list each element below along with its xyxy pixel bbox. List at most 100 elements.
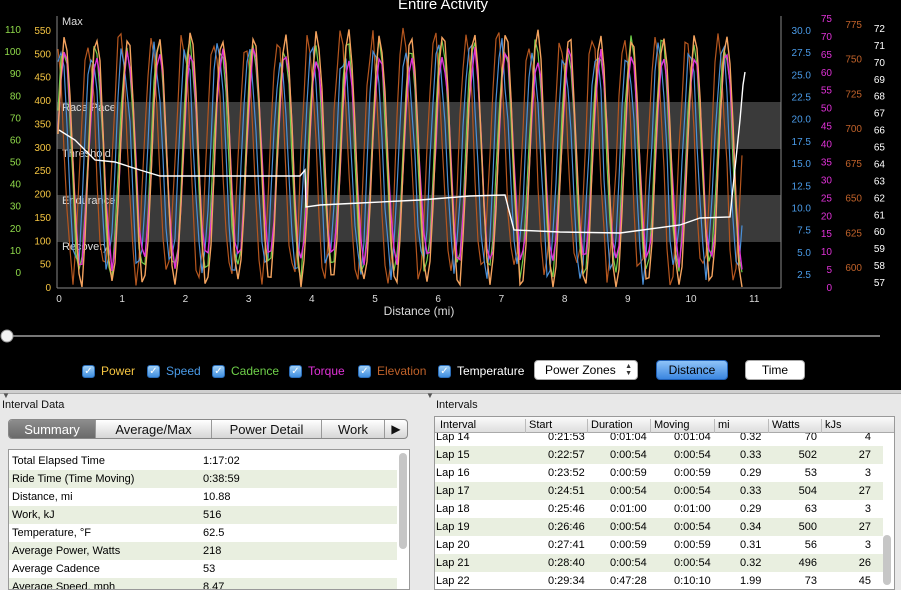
cadence-axis-tick: 40 [10, 180, 22, 191]
column-header[interactable]: Interval [440, 419, 477, 431]
summary-row: Total Elapsed Time 1:17:02 [9, 452, 397, 470]
torque-axis-tick: 5 [826, 265, 832, 276]
tab-power-detail[interactable]: Power Detail [212, 420, 322, 438]
cadence-axis-tick: 90 [10, 69, 22, 80]
torque-axis-tick: 25 [821, 193, 833, 204]
interval-row[interactable]: Lap 19 0:26:46 0:00:54 0:00:54 0.34 500 27 [435, 518, 883, 536]
column-header[interactable]: mi [714, 419, 730, 433]
interval-row[interactable]: Lap 16 0:23:52 0:00:59 0:00:59 0.29 53 3 [435, 464, 883, 482]
interval-cell: 27 [858, 521, 871, 533]
legend-item-speed[interactable]: ✓ Speed [147, 362, 201, 380]
checkbox-icon[interactable]: ✓ [289, 364, 302, 378]
temperature-axis-tick: 65 [874, 143, 886, 154]
torque-axis-tick: 70 [821, 32, 833, 43]
x-tick-label: 2 [183, 294, 189, 305]
legend-item-temperature[interactable]: ✓ Temperature [438, 362, 524, 380]
x-tick-label: 7 [499, 294, 505, 305]
interval-row[interactable]: Lap 20 0:27:41 0:00:59 0:00:59 0.31 56 3 [435, 536, 883, 554]
collapse-right-icon[interactable]: ▼ [426, 391, 434, 400]
power-axis-tick: 300 [34, 143, 51, 154]
interval-cell: 0:01:00 [610, 503, 647, 515]
interval-cell: 56 [804, 539, 817, 551]
temperature-axis-tick: 70 [874, 58, 886, 69]
time-button[interactable]: Time [745, 360, 805, 380]
x-tick-label: 4 [309, 294, 315, 305]
temperature-axis-tick: 67 [874, 109, 886, 120]
interval-cell: 70 [804, 431, 817, 443]
interval-cell: 0.33 [740, 485, 762, 497]
distance-button[interactable]: Distance [656, 360, 728, 380]
checkbox-icon[interactable]: ✓ [147, 364, 160, 378]
x-tick-label: 9 [625, 294, 631, 305]
interval-cell: 3 [864, 467, 871, 479]
interval-cell: 0:00:54 [674, 485, 711, 497]
timeline-slider-handle[interactable] [0, 329, 14, 343]
checkbox-icon[interactable]: ✓ [358, 364, 371, 378]
zones-select-label: Power Zones [545, 363, 616, 377]
speed-axis-tick: 17.5 [792, 137, 812, 148]
x-tick-label: 11 [749, 294, 760, 305]
speed-axis-tick: 12.5 [792, 181, 812, 192]
zones-select[interactable]: Power Zones ▲ ▼ [534, 360, 638, 380]
tab-summary[interactable]: Summary [9, 420, 96, 438]
elevation-axis-tick: 750 [845, 55, 862, 66]
summary-value: 62.5 [203, 527, 225, 539]
interval-cell: 0:27:41 [548, 539, 585, 551]
panel-divider[interactable] [0, 390, 901, 394]
tab-average-max[interactable]: Average/Max [96, 420, 212, 438]
interval-cell: 504 [798, 485, 817, 497]
interval-row[interactable]: Lap 14 0:21:53 0:01:04 0:01:04 0.32 70 4 [435, 428, 883, 446]
temperature-series-line [58, 71, 746, 234]
legend-item-elevation[interactable]: ✓ Elevation [358, 362, 426, 380]
collapse-left-icon[interactable]: ▼ [2, 391, 10, 400]
interval-row[interactable]: Lap 15 0:22:57 0:00:54 0:00:54 0.33 502 27 [435, 446, 883, 464]
torque-axis-tick: 55 [821, 86, 833, 97]
column-header[interactable]: Moving [650, 419, 689, 433]
torque-axis-tick: 60 [821, 68, 833, 79]
interval-row[interactable]: Lap 18 0:25:46 0:01:00 0:01:00 0.29 63 3 [435, 500, 883, 518]
legend-item-power[interactable]: ✓ Power [82, 362, 135, 380]
tab-scroll-right-icon[interactable]: ▶ [391, 422, 401, 436]
intervals-scrollbar[interactable] [883, 535, 891, 585]
power-axis-tick: 0 [45, 283, 51, 294]
summary-scrollbar[interactable] [399, 453, 407, 549]
interval-cell: 496 [798, 557, 817, 569]
summary-label: Average Power, Watts [12, 545, 121, 557]
tab-work[interactable]: Work [322, 420, 385, 438]
checkbox-icon[interactable]: ✓ [82, 364, 95, 378]
interval-row[interactable]: Lap 17 0:24:51 0:00:54 0:00:54 0.33 504 27 [435, 482, 883, 500]
interval-cell: 0.33 [740, 449, 762, 461]
x-tick-label: 8 [562, 294, 568, 305]
checkbox-icon[interactable]: ✓ [212, 364, 225, 378]
interval-row[interactable]: Lap 21 0:28:40 0:00:54 0:00:54 0.32 496 26 [435, 554, 883, 572]
legend-item-cadence[interactable]: ✓ Cadence [212, 362, 279, 380]
checkbox-icon[interactable]: ✓ [438, 364, 451, 378]
cadence-axis-tick: 30 [10, 202, 22, 213]
intervals-label: Intervals [436, 399, 478, 411]
interval-cell: 0:00:59 [610, 467, 647, 479]
interval-cell: Lap 14 [436, 431, 470, 443]
interval-row[interactable]: Lap 22 0:29:34 0:47:28 0:10:10 1.99 73 45 [435, 572, 883, 589]
interval-data-tabs: Summary Average/Max Power Detail Work ▶ [8, 419, 408, 439]
summary-label: Total Elapsed Time [12, 455, 105, 467]
torque-axis-tick: 15 [821, 229, 833, 240]
interval-cell: Lap 21 [436, 557, 470, 569]
column-header[interactable]: kJs [821, 419, 842, 433]
legend-item-torque[interactable]: ✓ Torque [289, 362, 345, 380]
column-header[interactable]: Start [525, 419, 552, 433]
interval-data-label: Interval Data [2, 399, 65, 411]
x-tick-label: 3 [246, 294, 252, 305]
speed-axis-tick: 10.0 [792, 203, 812, 214]
x-tick-label: 10 [685, 294, 697, 305]
power-axis-tick: 150 [34, 213, 51, 224]
column-header[interactable]: Duration [587, 419, 633, 433]
interval-data-panel: Summary Average/Max Power Detail Work ▶ … [0, 400, 412, 590]
column-header[interactable]: Watts [768, 419, 800, 433]
interval-cell: 4 [864, 431, 871, 443]
x-tick-label: 0 [56, 294, 62, 305]
interval-cell: 500 [798, 521, 817, 533]
x-axis-title: Distance (mi) [384, 304, 455, 318]
interval-cell: 53 [804, 467, 817, 479]
temperature-axis-tick: 71 [874, 41, 886, 52]
summary-value: 53 [203, 563, 216, 575]
